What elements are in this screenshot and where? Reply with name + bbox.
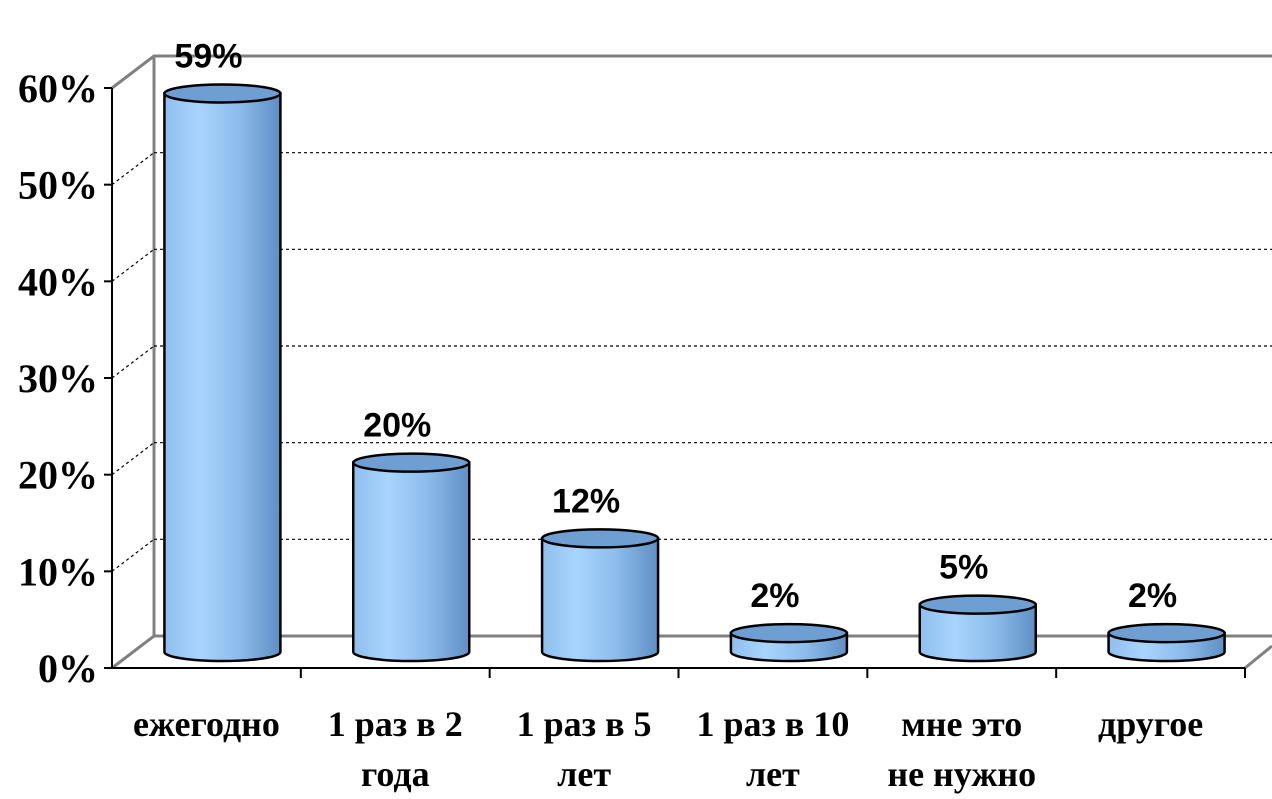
- bar-top: [352, 452, 471, 473]
- bar-top: [163, 83, 282, 104]
- category-label-line: лет: [557, 754, 611, 794]
- category-label-line: ежегодно: [133, 704, 280, 744]
- gridline-diagonal: [111, 152, 155, 186]
- data-label: 2%: [750, 577, 799, 615]
- category-label: 1 раз в 10 лет: [696, 704, 849, 794]
- category-label-line: лет: [746, 754, 800, 794]
- y-tick-label: 30%: [18, 356, 98, 401]
- category-label-line: года: [361, 754, 430, 794]
- gridline-diagonal: [111, 538, 155, 572]
- bar: [540, 528, 660, 663]
- chart-frame: [111, 54, 1272, 670]
- y-tick-label: 20%: [18, 453, 98, 498]
- category-label-line: мне это: [901, 704, 1022, 744]
- category-label: ежегодно: [133, 704, 280, 744]
- back-wall-top-edge: [111, 54, 1272, 90]
- category-label: другое: [1098, 704, 1203, 744]
- data-label: 20%: [363, 407, 431, 445]
- bar: [729, 622, 849, 663]
- bars: [163, 83, 1226, 663]
- floor-right-edge: [1244, 644, 1272, 670]
- data-label: 59%: [174, 37, 242, 75]
- y-tick-label: 0%: [38, 646, 98, 691]
- bar-top: [540, 528, 660, 549]
- bar-top: [1107, 622, 1226, 644]
- y-tick-label: 40%: [18, 259, 98, 304]
- data-label: 12%: [552, 482, 620, 520]
- gridlines: [111, 152, 1272, 572]
- bar-body: [918, 603, 1037, 663]
- bar: [163, 83, 282, 663]
- y-tick-label: 50%: [18, 163, 98, 208]
- bar-body: [352, 461, 471, 663]
- gridline-diagonal: [111, 442, 155, 476]
- gridline-diagonal: [111, 248, 155, 282]
- y-tick-label: 60%: [18, 66, 98, 111]
- category-label-line: 1 раз в 5: [517, 704, 652, 744]
- y-axis-ticks: 0% 10% 20% 30% 40% 50% 60%: [18, 66, 112, 691]
- category-label: 1 раз в 2 года: [328, 704, 463, 794]
- category-label-line: 1 раз в 10: [696, 704, 849, 744]
- floor-left-edge: [111, 634, 155, 670]
- category-label-line: не нужно: [887, 754, 1036, 794]
- data-label: 2%: [1128, 577, 1177, 615]
- bar: [1107, 622, 1226, 663]
- data-labels: 59% 20% 12% 2% 5% 2%: [174, 37, 1177, 615]
- y-tick-label: 10%: [18, 549, 98, 594]
- bar-body: [163, 92, 282, 663]
- gridline-diagonal: [111, 345, 155, 379]
- category-label: 1 раз в 5 лет: [517, 704, 652, 794]
- category-label-line: другое: [1098, 704, 1203, 744]
- category-label: мне это не нужно: [887, 704, 1036, 794]
- bar-top: [729, 622, 849, 644]
- bar-top: [918, 594, 1037, 615]
- bar: [352, 452, 471, 663]
- category-label-line: 1 раз в 2: [328, 704, 463, 744]
- data-label: 5%: [939, 549, 988, 587]
- bar-body: [540, 537, 660, 663]
- bar: [918, 594, 1037, 663]
